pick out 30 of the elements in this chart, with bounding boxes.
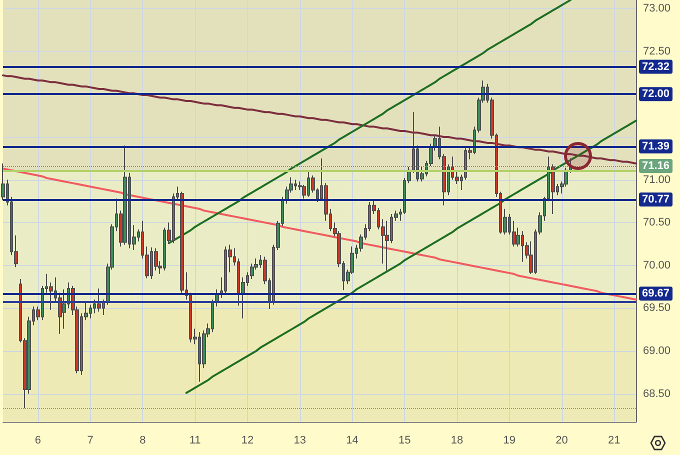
y-tick-label: 72.50 (643, 45, 671, 58)
x-tick-label: 11 (189, 434, 201, 446)
y-tick-label: 70.50 (643, 216, 671, 229)
x-tick-label: 8 (140, 434, 146, 446)
ref-line-label: 72.00 (642, 88, 670, 100)
x-tick-label: 6 (34, 434, 41, 446)
candlestick (123, 145, 127, 246)
x-tick-label: 20 (556, 434, 568, 446)
x-tick-label: 21 (608, 434, 620, 446)
line-series (185, 120, 637, 394)
y-tick-label: 71.00 (643, 174, 671, 186)
y-tick-label: 73.00 (643, 2, 671, 15)
candlestick (97, 288, 101, 312)
ref-line-label: 69.67 (642, 288, 670, 300)
y-tick-label: 69.50 (643, 302, 671, 314)
x-tick-label: 12 (241, 434, 254, 446)
x-tick-label: 14 (346, 434, 358, 446)
x-tick-label: 19 (503, 434, 516, 446)
x-tick-label: 18 (450, 434, 464, 446)
y-tick-label: 69.00 (643, 344, 671, 357)
y-tick-label: 68.50 (643, 388, 671, 400)
y-tick-label: 70.00 (643, 259, 671, 272)
x-tick-label: 7 (87, 434, 94, 446)
ref-line-label: 71.16 (642, 160, 670, 172)
x-tick-label: 13 (294, 434, 306, 446)
ref-line-label: 71.39 (642, 140, 670, 152)
ref-line-label: 70.77 (642, 193, 670, 206)
x-tick-label: 15 (398, 434, 411, 446)
ref-line-label: 72.32 (642, 60, 670, 73)
line-series (168, 0, 572, 244)
